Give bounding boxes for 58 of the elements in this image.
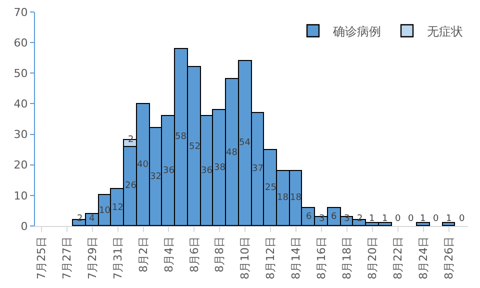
y-tick-label: 30: [14, 128, 28, 142]
x-tick-label: 8月12日: [264, 236, 278, 280]
data-label: 1: [369, 214, 375, 224]
x-tick-label: 7月25日: [34, 236, 48, 280]
data-label: 0: [459, 214, 465, 224]
data-label: 1: [446, 214, 452, 224]
x-tick-label: 8月10日: [238, 236, 252, 280]
y-tick-label: 10: [14, 189, 28, 202]
data-label: 6: [331, 212, 337, 222]
y-tick-label: 40: [14, 98, 28, 111]
data-label: 1: [420, 214, 426, 224]
x-tick-label: 8月6日: [188, 236, 201, 272]
data-label: 3: [344, 214, 350, 224]
data-label: 54: [239, 138, 251, 148]
data-label: 32: [150, 172, 162, 182]
legend-label: 确诊病例: [332, 24, 381, 38]
data-label: 18: [277, 193, 289, 203]
bar: [416, 222, 430, 226]
x-tick-label: 8月18日: [340, 236, 354, 280]
data-label: 52: [189, 142, 200, 152]
data-label: 38: [214, 163, 226, 173]
y-tick-label: 0: [20, 220, 28, 233]
bar: [442, 222, 455, 226]
data-label: 3: [319, 214, 325, 224]
x-tick-label: 8月2日: [136, 236, 150, 272]
x-tick-label: 8月24日: [417, 236, 430, 280]
data-label: 0: [395, 214, 401, 224]
x-tick-label: 8月26日: [442, 236, 456, 280]
x-tick-label: 7月31日: [111, 236, 124, 280]
x-tick-label: 7月29日: [86, 236, 99, 280]
data-label: 58: [175, 132, 187, 142]
y-tick-label: 70: [14, 6, 28, 19]
data-label: 48: [226, 148, 238, 158]
x-tick-label: 8月22日: [392, 236, 405, 280]
data-label: 18: [290, 193, 302, 203]
data-label: 12: [112, 203, 124, 213]
x-tick-label: 8月14日: [290, 236, 303, 280]
data-label: 0: [433, 214, 439, 224]
data-label: 25: [265, 183, 276, 193]
y-tick-label: 50: [14, 66, 28, 80]
x-tick-label: 8月4日: [162, 236, 176, 272]
x-tick-label: 8月8日: [213, 236, 226, 272]
data-label: 36: [201, 166, 213, 176]
data-label: 37: [252, 164, 264, 174]
data-label: 36: [163, 166, 175, 176]
y-tick-label: 60: [14, 36, 28, 50]
data-label: 6: [306, 212, 312, 222]
x-tick-label: 8月16日: [315, 236, 328, 280]
x-tick-label: 8月20日: [366, 236, 380, 280]
legend-label: 无症状: [427, 24, 463, 38]
data-label: 26: [125, 181, 137, 191]
data-label: 4: [89, 214, 95, 224]
data-label: 1: [382, 214, 388, 224]
data-label: 10: [99, 206, 111, 216]
y-tick-label: 20: [14, 158, 28, 172]
x-tick-label: 7月27日: [60, 236, 74, 280]
data-label: 40: [137, 160, 149, 170]
data-label: 0: [408, 214, 414, 224]
